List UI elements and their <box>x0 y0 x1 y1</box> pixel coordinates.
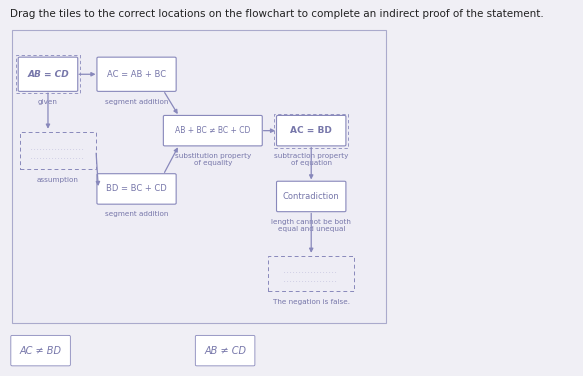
Text: AC = BD: AC = BD <box>290 126 332 135</box>
Text: AB + BC ≠ BC + CD: AB + BC ≠ BC + CD <box>175 126 251 135</box>
Text: AB ≠ CD: AB ≠ CD <box>204 346 246 356</box>
FancyBboxPatch shape <box>20 132 96 169</box>
FancyBboxPatch shape <box>11 335 71 366</box>
Text: segment addition: segment addition <box>105 99 168 105</box>
FancyBboxPatch shape <box>12 30 387 323</box>
FancyBboxPatch shape <box>195 335 255 366</box>
Text: subtraction property
of equation: subtraction property of equation <box>274 153 349 166</box>
FancyBboxPatch shape <box>276 115 346 146</box>
Text: The negation is false.: The negation is false. <box>273 299 350 305</box>
Text: Drag the tiles to the correct locations on the flowchart to complete an indirect: Drag the tiles to the correct locations … <box>10 9 543 20</box>
Text: assumption: assumption <box>37 177 79 183</box>
Text: substitution property
of equality: substitution property of equality <box>175 153 251 166</box>
FancyBboxPatch shape <box>163 115 262 146</box>
Text: AC = AB + BC: AC = AB + BC <box>107 70 166 79</box>
Text: . . . . . . . . . . . . . . . . . .: . . . . . . . . . . . . . . . . . . <box>31 146 85 152</box>
Text: AC ≠ BD: AC ≠ BD <box>20 346 62 356</box>
Text: . . . . . . . . . . . . . . . . . .: . . . . . . . . . . . . . . . . . . <box>31 155 85 161</box>
Text: Contradiction: Contradiction <box>283 192 339 201</box>
FancyBboxPatch shape <box>97 57 176 91</box>
Text: BD = BC + CD: BD = BC + CD <box>106 185 167 193</box>
Text: given: given <box>38 99 58 105</box>
Text: segment addition: segment addition <box>105 211 168 217</box>
Text: . . . . . . . . . . . . . . . . . .: . . . . . . . . . . . . . . . . . . <box>285 278 338 284</box>
Text: . . . . . . . . . . . . . . . . . .: . . . . . . . . . . . . . . . . . . <box>285 269 338 274</box>
FancyBboxPatch shape <box>97 174 176 204</box>
FancyBboxPatch shape <box>276 181 346 212</box>
Text: length cannot be both
equal and unequal: length cannot be both equal and unequal <box>271 219 351 232</box>
FancyBboxPatch shape <box>268 256 354 291</box>
FancyBboxPatch shape <box>18 57 78 91</box>
Text: AB = CD: AB = CD <box>27 70 69 79</box>
